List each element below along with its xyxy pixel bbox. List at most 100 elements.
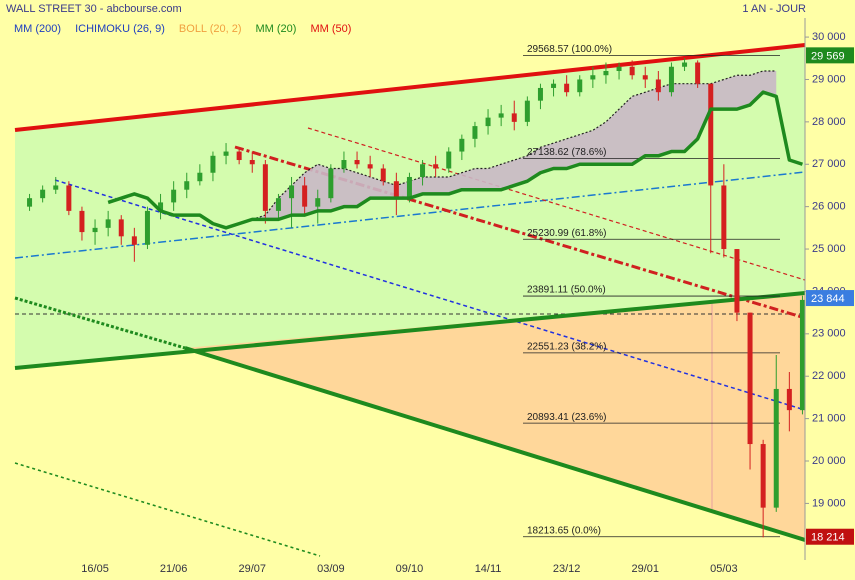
legend-entry: MM (20) (256, 23, 297, 35)
candle-body (118, 219, 124, 237)
candle-body (760, 444, 766, 508)
trend-line (184, 346, 805, 542)
mm20-line (107, 90, 803, 230)
candle-body (668, 66, 674, 93)
cloud-line (252, 70, 777, 220)
candle-body (786, 388, 792, 411)
candle-body (406, 176, 412, 199)
legend-entry: MM (200) (14, 23, 61, 35)
candle-body (275, 198, 281, 211)
legend-entry: BOLL (20, 2) (179, 23, 242, 35)
x-tick-label: 16/05 (81, 563, 109, 575)
candle-body (433, 164, 439, 169)
trend-line (14, 296, 186, 350)
candle-body (144, 210, 150, 245)
period: 1 AN - JOUR (742, 3, 806, 15)
y-tick-label: 19 000 (812, 497, 846, 509)
candle-body (53, 185, 59, 190)
x-tick-label: 23/12 (553, 563, 581, 575)
chart-title: WALL STREET 30 - abcbourse.com (6, 3, 182, 15)
fib-label: 27138.62 (78.6%) (527, 147, 607, 158)
trend-line (14, 43, 805, 132)
x-tick-label: 05/03 (710, 563, 738, 575)
legend: MM (200) ICHIMOKU (26, 9) BOLL (20, 2) MM (… (14, 23, 351, 35)
candle-body (302, 185, 308, 207)
x-tick-label: 03/09 (317, 563, 345, 575)
candle-body (66, 185, 72, 211)
y-tick-label: 30 000 (812, 31, 846, 43)
candle-body (158, 202, 164, 211)
candle-body (223, 151, 229, 156)
fib-label: 18213.65 (0.0%) (527, 525, 601, 536)
candle-body (577, 79, 583, 93)
candle-body (367, 164, 373, 169)
y-tick-label: 23 000 (812, 328, 846, 340)
candle-body (695, 62, 701, 84)
trend-line (307, 127, 805, 281)
series: 29568.57 (100.0%) 27138.62 (78.6%) 25230.9… (27, 44, 805, 538)
y-tick-label: 20 000 (812, 455, 846, 467)
candle-body (393, 181, 399, 199)
candle-body (459, 138, 465, 152)
candle-body (682, 62, 688, 67)
candle-body (498, 113, 504, 118)
candle-body (236, 151, 242, 161)
fib-label: 20893.41 (23.6%) (527, 412, 607, 423)
price-badge-label: 18 214 (811, 532, 845, 544)
x-tick-label: 14/11 (475, 563, 502, 575)
trend-line (54, 179, 805, 411)
candle-body (747, 312, 753, 445)
candle-body (315, 198, 321, 207)
price-badge (806, 290, 854, 307)
candle-body (197, 172, 203, 182)
fib-label: 23891.11 (50.0%) (527, 285, 606, 296)
candle-body (642, 75, 648, 80)
candle-body (341, 160, 347, 169)
candle-body (289, 185, 295, 199)
legend-entry: MM (50) (310, 23, 351, 35)
y-tick-label: 28 000 (812, 116, 846, 128)
y-tick-label: 21 000 (812, 413, 846, 425)
candle-body (524, 100, 530, 122)
candle-body (105, 219, 111, 228)
candle-body (420, 164, 426, 177)
x-tick-label: 29/01 (631, 563, 659, 575)
fib-label: 29568.57 (100.0%) (527, 44, 612, 55)
candle-body (262, 164, 268, 211)
candle-body (511, 113, 517, 122)
candle-body (131, 236, 137, 245)
candle-body (616, 66, 622, 71)
candle-body (537, 87, 543, 101)
candle-body (551, 83, 557, 88)
candle-body (40, 189, 46, 199)
price-badge-label: 29 569 (811, 50, 845, 62)
candle-body (328, 168, 334, 199)
candle-body (734, 249, 740, 313)
candle-body (171, 189, 177, 203)
candle-body (354, 160, 360, 165)
candle-body (79, 210, 85, 233)
y-tick-label: 22 000 (812, 370, 846, 382)
candle-body (446, 151, 452, 169)
candle-body (773, 388, 779, 508)
y-tick-label: 25 000 (812, 243, 846, 255)
price-badge-label: 23 844 (811, 293, 845, 305)
candle-body (655, 79, 661, 93)
wedge-fill (185, 293, 805, 540)
x-tick-label: 29/07 (238, 563, 266, 575)
x-tick-label: 09/10 (396, 563, 424, 575)
y-tick-label: 26 000 (812, 201, 846, 213)
legend-entry: ICHIMOKU (26, 9) (75, 23, 165, 35)
candle-body (603, 70, 609, 76)
candle-body (380, 168, 386, 182)
price-badge (806, 47, 854, 64)
x-tick-label: 21/06 (160, 563, 188, 575)
candle-body (721, 185, 727, 250)
trend-line (14, 462, 321, 557)
candle-body (629, 66, 635, 76)
candle-body (92, 227, 98, 233)
candle-body (249, 160, 255, 165)
fib-label: 22551.23 (38.2%) (527, 341, 607, 352)
trend-line (14, 291, 805, 370)
